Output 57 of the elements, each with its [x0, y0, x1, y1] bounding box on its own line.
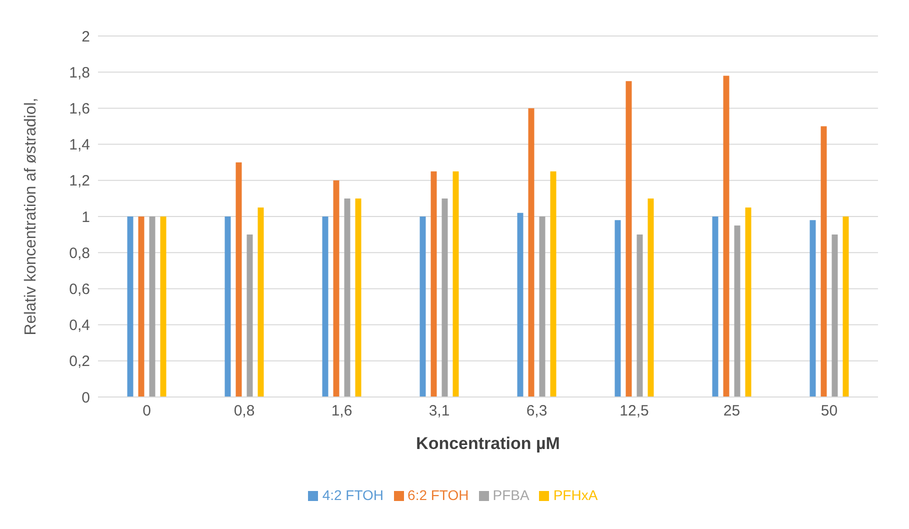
x-tick-label: 0,8: [234, 402, 255, 420]
legend-label: PFBA: [492, 487, 530, 503]
bar: [712, 216, 718, 397]
bar: [236, 162, 242, 397]
bar: [614, 220, 621, 397]
y-tick-label: 1,4: [69, 136, 90, 154]
legend-label: 4:2 FTOH: [322, 487, 384, 503]
bar: [842, 216, 849, 397]
x-tick-label: 50: [820, 402, 838, 420]
bar: [442, 198, 448, 397]
bar: [832, 234, 838, 397]
bar: [648, 198, 654, 397]
bar: [452, 171, 459, 397]
bar: [322, 216, 328, 397]
legend-label: 6:2 FTOH: [408, 487, 469, 503]
y-axis-title: Relativ koncentration af østradiol,: [22, 98, 40, 336]
bar: [430, 171, 437, 397]
bar: [160, 216, 166, 397]
bar: [626, 81, 632, 397]
bar: [246, 234, 253, 397]
y-tick-label: 1,6: [69, 100, 90, 118]
x-tick-label: 12,5: [620, 402, 649, 420]
y-tick-label: 0,4: [69, 317, 90, 334]
bar: [528, 108, 534, 397]
y-tick-label: 0: [82, 389, 90, 406]
bar: [420, 216, 426, 397]
bar: [636, 234, 643, 397]
bar: [224, 216, 231, 397]
bar: [820, 126, 827, 397]
bar: [149, 216, 156, 397]
bar: [344, 198, 350, 397]
bar: [517, 212, 524, 397]
y-tick-label: 0,8: [69, 244, 90, 262]
y-tick-label: 0,2: [69, 353, 90, 370]
x-tick-label: 3,1: [428, 402, 450, 420]
legend-label: PFHxA: [553, 487, 598, 503]
x-tick-label: 0: [142, 402, 151, 420]
bar: [539, 216, 546, 397]
x-tick-label: 6,3: [526, 402, 548, 420]
bar: [734, 226, 740, 397]
bar: [550, 171, 556, 397]
y-tick-label: 2: [82, 28, 90, 46]
bar: [138, 216, 144, 397]
y-tick-label: 1,8: [69, 64, 90, 82]
x-axis-title: Koncentration µM: [416, 434, 560, 453]
bar: [355, 198, 362, 397]
y-tick-label: 1: [82, 208, 90, 226]
y-tick-label: 0,6: [69, 281, 90, 298]
bar: [810, 220, 816, 397]
bar: [127, 216, 134, 397]
bar: [258, 207, 264, 397]
bar: [745, 207, 752, 397]
bar: [723, 76, 730, 397]
bar: [333, 180, 340, 397]
y-tick-label: 1,2: [69, 172, 90, 190]
x-tick-label: 1,6: [331, 402, 352, 420]
x-tick-label: 25: [723, 402, 740, 420]
